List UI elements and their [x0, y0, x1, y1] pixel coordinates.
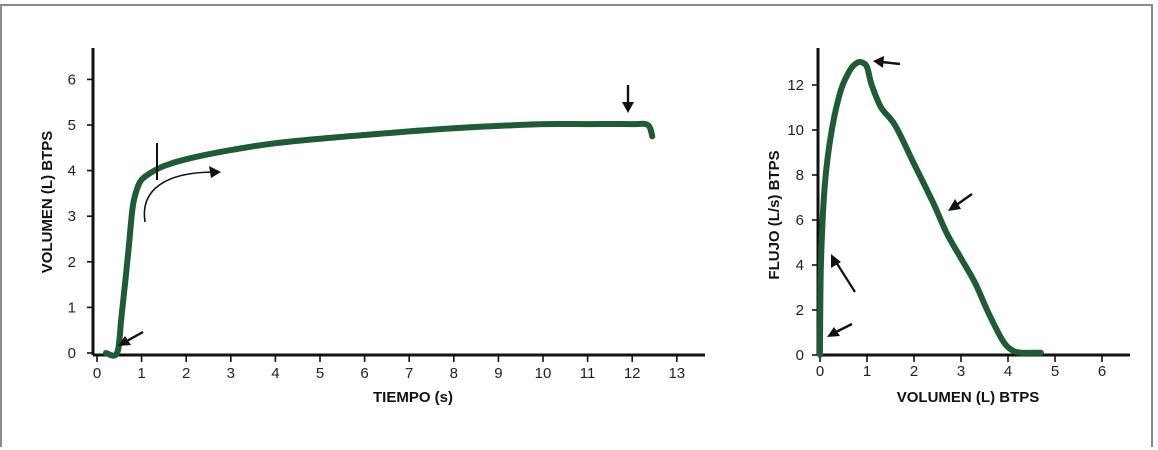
x-tick-label: 0 [93, 365, 101, 382]
y-tick-label: 0 [68, 345, 76, 362]
x-tick-label: 10 [535, 365, 552, 382]
arrow-icon [622, 85, 634, 113]
y-tick-label: 2 [68, 254, 76, 271]
arrow-icon [831, 254, 856, 293]
arrow-icon [118, 330, 144, 346]
y-tick-label: 8 [796, 167, 804, 184]
x-tick-label: 7 [405, 365, 413, 382]
x-tick-label: 4 [1004, 363, 1012, 380]
y-tick-label: 12 [787, 77, 804, 94]
arrow-icon [948, 193, 973, 211]
y-tick-label: 2 [796, 302, 804, 319]
x-tick-label: 12 [624, 365, 641, 382]
x-tick-label: 13 [668, 365, 685, 382]
x-tick-label: 2 [910, 363, 918, 380]
y-tick-label: 5 [68, 117, 76, 134]
y-tick-label: 0 [796, 347, 804, 364]
x-tick-label: 6 [360, 365, 368, 382]
data-line-flow [816, 58, 1044, 358]
curved-arrow-head-icon [209, 166, 221, 178]
y-tick-label: 1 [68, 299, 76, 316]
x-tick-label: 5 [316, 365, 324, 382]
y-tick-label: 6 [68, 71, 76, 88]
x-tick-label: 6 [1098, 363, 1106, 380]
figure-frame [0, 4, 1153, 447]
x-tick-label: 1 [137, 365, 145, 382]
x-tick-label: 11 [580, 365, 596, 382]
curved-arrow-icon [143, 171, 216, 223]
y-tick-label: 3 [68, 208, 76, 225]
data-line-volume [102, 120, 656, 359]
x-tick-label: 4 [271, 365, 279, 382]
x-axis-title: TIEMPO (s) [373, 389, 453, 406]
x-axis-title: VOLUMEN (L) BTPS [897, 389, 1040, 406]
y-tick-label: 10 [787, 122, 804, 139]
x-tick-label: 3 [227, 365, 235, 382]
arrow-icon [873, 56, 901, 68]
arrow-icon [827, 322, 853, 337]
x-tick-label: 5 [1051, 363, 1059, 380]
y-axis-title: FLUJO (L/s) BTPS [766, 150, 783, 279]
x-tick-label: 1 [863, 363, 871, 380]
x-tick-label: 2 [182, 365, 190, 382]
x-tick-label: 9 [494, 365, 502, 382]
x-tick-label: 0 [816, 363, 824, 380]
y-tick-label: 4 [68, 163, 76, 180]
y-axis-title: VOLUMEN (L) BTPS [39, 131, 56, 274]
y-tick-label: 4 [796, 257, 804, 274]
x-tick-label: 3 [957, 363, 965, 380]
x-tick-label: 8 [450, 365, 458, 382]
y-tick-label: 6 [796, 212, 804, 229]
